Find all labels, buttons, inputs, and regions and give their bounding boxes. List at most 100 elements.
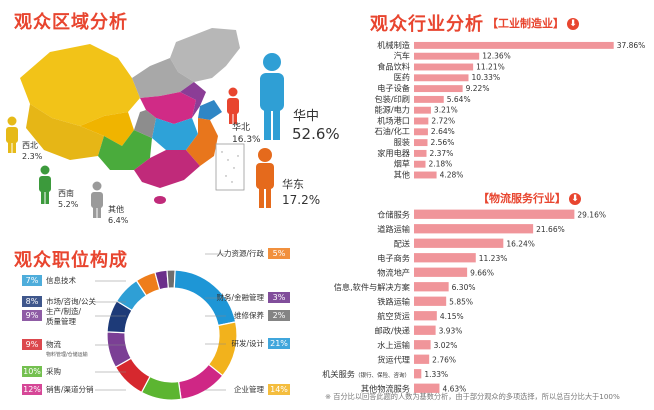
person-icon-north bbox=[227, 87, 239, 124]
logistics-value-label: 4.63% bbox=[442, 384, 466, 393]
map-region-beijing bbox=[180, 82, 206, 118]
region-label-north-name: 华北 bbox=[232, 121, 250, 133]
region-label-southwest-name: 西南 bbox=[58, 188, 74, 198]
legend-pct-box bbox=[268, 248, 290, 259]
legend-pct-label: 8% bbox=[26, 297, 39, 306]
manufacturing-value-label: 10.33% bbox=[471, 73, 500, 82]
legend-pct-box bbox=[268, 384, 290, 395]
logistics-value-label: 16.24% bbox=[506, 239, 535, 248]
person-icon-northwest bbox=[6, 116, 18, 153]
logistics-category-label: 物流地产 bbox=[377, 267, 410, 277]
industry-subtitle-logistics: 【物流服务行业】 ⬇ bbox=[478, 190, 581, 206]
legend-pct-box bbox=[22, 384, 42, 395]
manufacturing-value-label: 37.86% bbox=[617, 41, 646, 50]
region-label-other-pct: 6.4% bbox=[108, 216, 129, 225]
manufacturing-bar bbox=[414, 52, 480, 60]
map-region-northeast bbox=[170, 28, 240, 82]
map-region-east bbox=[186, 118, 218, 166]
logistics-value-label: 29.16% bbox=[577, 210, 606, 219]
logistics-bar bbox=[414, 209, 575, 219]
legend-category-label: 采购 bbox=[46, 366, 61, 376]
logistics-category-label: 机关服务（银行、保险、咨询） bbox=[322, 369, 410, 379]
logistics-category-label: 其他物流服务 bbox=[361, 383, 410, 393]
legend-pct-box bbox=[22, 339, 42, 350]
manufacturing-value-label: 12.36% bbox=[482, 52, 511, 61]
manufacturing-bar bbox=[414, 74, 469, 82]
legend-category-label: 企业管理 bbox=[234, 384, 264, 394]
logistics-bar bbox=[414, 296, 447, 306]
china-map bbox=[20, 28, 245, 204]
legend-pct-label: 9% bbox=[26, 340, 39, 349]
logistics-bar bbox=[414, 340, 431, 350]
logistics-value-label: 11.23% bbox=[479, 254, 508, 263]
donut-slice bbox=[115, 279, 148, 312]
manufacturing-category-label: 服装 bbox=[394, 137, 410, 147]
logistics-bar bbox=[414, 253, 476, 263]
manufacturing-category-label: 能源/电力 bbox=[374, 105, 410, 115]
manufacturing-bar bbox=[414, 106, 431, 114]
manufacturing-bar bbox=[414, 41, 614, 49]
legend-pct-box bbox=[22, 275, 42, 286]
manufacturing-category-label: 电子设备 bbox=[377, 83, 410, 93]
arrow-down-icon: ⬇ bbox=[567, 18, 579, 30]
region-label-east-pct: 17.2% bbox=[282, 193, 320, 207]
legend-category-label: 质量管理 bbox=[46, 316, 76, 326]
legend-category-note: 物料管理/仓储运输 bbox=[46, 351, 88, 358]
logistics-value-label: 6.30% bbox=[452, 283, 476, 292]
logistics-bar bbox=[414, 325, 436, 335]
legend-category-label: 生产/制造/ bbox=[46, 306, 82, 316]
legend-category-label: 人力资源/行政 bbox=[216, 248, 264, 258]
person-icon-other bbox=[91, 181, 103, 218]
logistics-bar bbox=[414, 282, 449, 292]
legend-category-label: 财务/金融管理 bbox=[216, 292, 264, 302]
manufacturing-value-label: 3.21% bbox=[434, 106, 458, 115]
logistics-bar bbox=[414, 354, 430, 364]
map-region-south bbox=[134, 150, 200, 188]
logistics-category-label: 邮政/快递 bbox=[374, 325, 410, 335]
manufacturing-category-label: 家用电器 bbox=[377, 148, 410, 158]
manufacturing-value-label: 2.72% bbox=[431, 116, 455, 125]
map-region-qinghai bbox=[80, 112, 134, 146]
logistics-value-label: 3.93% bbox=[439, 326, 463, 335]
logistics-value-label: 1.33% bbox=[424, 370, 448, 379]
logistics-value-label: 9.66% bbox=[470, 268, 494, 277]
industry-subtitle-manufacturing: 【工业制造业】 ⬇ bbox=[487, 15, 579, 31]
legend-pct-label: 7% bbox=[26, 276, 39, 285]
region-label-east-name: 华东 bbox=[282, 177, 304, 191]
manufacturing-category-label: 医药 bbox=[394, 72, 410, 82]
legend-pct-label: 14% bbox=[270, 385, 288, 394]
map-region-southwest bbox=[98, 130, 152, 170]
legend-pct-label: 12% bbox=[23, 385, 41, 394]
region-label-southwest-pct: 5.2% bbox=[58, 200, 79, 209]
manufacturing-subtitle-text: 【工业制造业】 bbox=[487, 17, 564, 30]
footnote: ※ 百分比以回答此题的人数为基数分析，由于部分观众的多项选择，所以总百分比大于1… bbox=[325, 392, 620, 401]
logistics-value-label: 21.66% bbox=[536, 225, 565, 234]
person-icon-southwest bbox=[39, 165, 51, 204]
legend-pct-label: 2% bbox=[273, 311, 286, 320]
logistics-value-label: 2.76% bbox=[432, 355, 456, 364]
logistics-category-label: 水上运输 bbox=[377, 340, 410, 350]
map-region-inner-mongolia bbox=[132, 58, 194, 98]
manufacturing-bar bbox=[414, 117, 429, 125]
legend-pct-label: 10% bbox=[23, 367, 41, 376]
logistics-bar bbox=[414, 383, 440, 393]
logistics-bar bbox=[414, 238, 504, 248]
manufacturing-category-label: 机场港口 bbox=[377, 115, 410, 125]
legend-pct-box bbox=[268, 310, 290, 321]
region-label-central-pct: 52.6% bbox=[292, 125, 340, 143]
arrow-down-icon: ⬇ bbox=[569, 193, 581, 205]
region-label-other-name: 其他 bbox=[108, 204, 124, 214]
manufacturing-category-label: 烟草 bbox=[394, 159, 410, 169]
region-label-northwest-pct: 2.3% bbox=[22, 152, 43, 161]
manufacturing-category-label: 汽车 bbox=[394, 51, 410, 61]
logistics-category-label: 电子商务 bbox=[377, 253, 410, 263]
manufacturing-bar bbox=[414, 171, 437, 179]
legend-category-label: 市场/咨询/公关 bbox=[46, 296, 97, 306]
manufacturing-bar bbox=[414, 63, 474, 71]
map-region-hainan bbox=[154, 196, 166, 204]
logistics-bar bbox=[414, 311, 437, 321]
manufacturing-value-label: 9.22% bbox=[466, 84, 490, 93]
legend-pct-label: 5% bbox=[273, 249, 286, 258]
position-title: 观众职位构成 bbox=[14, 250, 128, 271]
